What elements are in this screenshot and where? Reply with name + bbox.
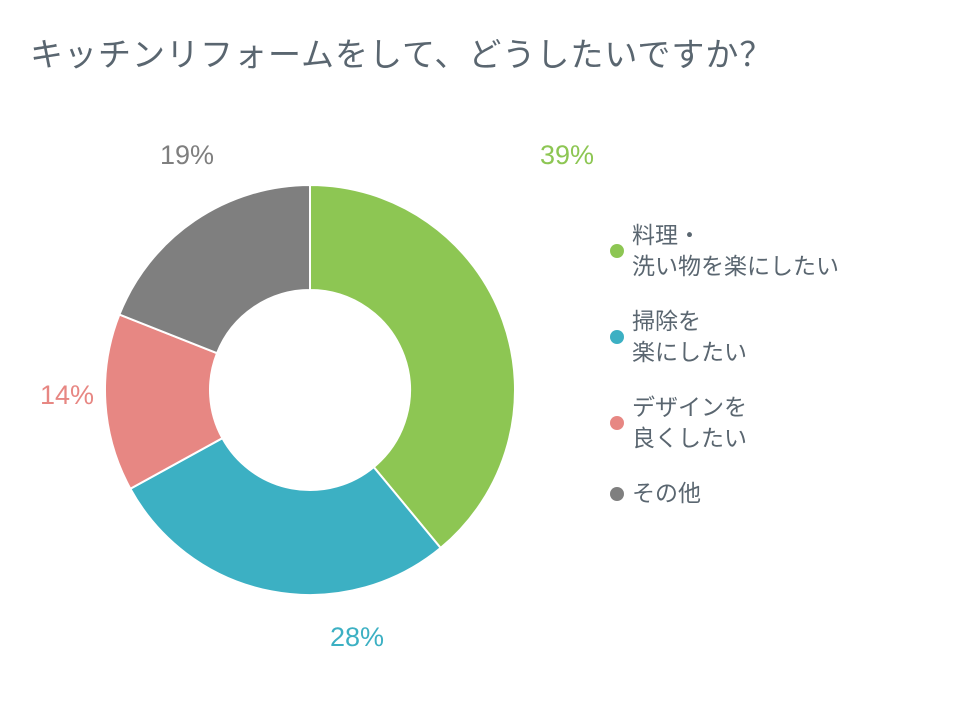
chart-title: キッチンリフォームをして、どうしたいですか？ bbox=[30, 28, 773, 76]
legend-item-3: その他 bbox=[610, 478, 839, 509]
legend-dot-icon bbox=[610, 330, 624, 344]
donut-svg bbox=[100, 180, 520, 600]
legend-item-1: 掃除を 楽にしたい bbox=[610, 306, 839, 368]
legend-item-2: デザインを 良くしたい bbox=[610, 392, 839, 454]
legend-label: その他 bbox=[632, 478, 701, 509]
pct-label-2: 14% bbox=[40, 380, 94, 411]
legend-item-0: 料理・ 洗い物を楽にしたい bbox=[610, 220, 839, 282]
pct-label-0: 39% bbox=[540, 140, 594, 171]
legend-label: 掃除を 楽にしたい bbox=[632, 306, 747, 368]
legend-label: デザインを 良くしたい bbox=[632, 392, 747, 454]
legend-dot-icon bbox=[610, 487, 624, 501]
pct-label-1: 28% bbox=[330, 622, 384, 653]
legend-label: 料理・ 洗い物を楽にしたい bbox=[632, 220, 839, 282]
legend-dot-icon bbox=[610, 244, 624, 258]
chart-legend: 料理・ 洗い物を楽にしたい掃除を 楽にしたいデザインを 良くしたいその他 bbox=[610, 220, 839, 509]
legend-dot-icon bbox=[610, 416, 624, 430]
pct-label-3: 19% bbox=[160, 140, 214, 171]
donut-chart: 39%28%14%19% bbox=[100, 140, 550, 680]
